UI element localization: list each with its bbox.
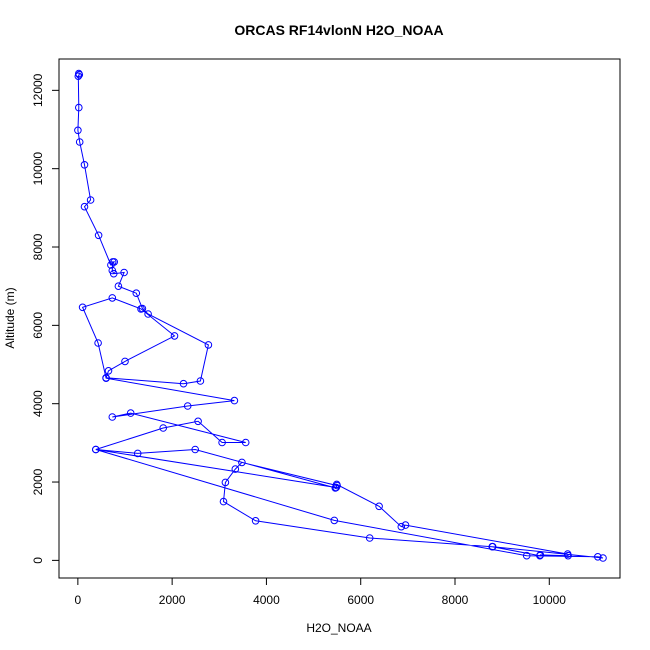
y-tick-label: 6000 — [31, 312, 45, 339]
data-point — [331, 484, 340, 492]
y-tick-label: 8000 — [31, 233, 45, 260]
data-point — [564, 551, 572, 560]
data-point — [137, 305, 145, 313]
data-point — [238, 458, 246, 467]
x-tick-label: 4000 — [253, 593, 280, 607]
y-tick-label: 2000 — [31, 468, 45, 495]
data-point — [179, 379, 188, 388]
data-point — [375, 502, 383, 511]
data-point — [333, 481, 341, 490]
x-tick-label: 10000 — [533, 593, 567, 607]
data-point — [108, 413, 117, 421]
series-line — [77, 73, 604, 559]
data-point — [109, 269, 118, 278]
data-point — [219, 497, 228, 506]
data-point — [159, 424, 167, 432]
data-point — [183, 402, 192, 410]
data-point — [120, 268, 128, 277]
x-tick-label: 0 — [75, 593, 82, 607]
data-point — [104, 367, 113, 375]
data-point — [94, 231, 103, 240]
data-point — [74, 72, 83, 80]
data-point — [108, 294, 117, 302]
data-point — [194, 417, 202, 426]
data-point — [599, 554, 607, 562]
data-point — [144, 310, 152, 318]
data-point — [397, 522, 406, 531]
data-point — [114, 282, 123, 291]
data-point — [80, 202, 89, 211]
data-point — [121, 357, 129, 366]
y-axis-label: Altitude (m) — [3, 287, 17, 348]
x-axis-label: H2O_NOAA — [306, 621, 371, 635]
data-point — [80, 161, 89, 169]
data-point — [488, 542, 497, 551]
data-point — [365, 534, 374, 542]
data-point — [133, 449, 142, 458]
data-point — [170, 332, 179, 340]
data-point — [74, 126, 82, 135]
x-tick-label: 6000 — [347, 593, 374, 607]
data-point — [204, 341, 213, 349]
y-tick-label: 12000 — [31, 73, 45, 107]
data-point — [594, 553, 602, 561]
y-axis: 0 2000 4000 6000 8000 10000 12000 — [31, 73, 60, 564]
x-tick-label: 8000 — [442, 593, 469, 607]
data-point — [241, 438, 250, 447]
data-point — [330, 516, 339, 525]
data-point — [92, 445, 100, 454]
series-layer — [74, 69, 607, 562]
data-point — [218, 438, 226, 447]
y-tick-label: 4000 — [31, 390, 45, 417]
data-point — [75, 103, 83, 112]
data-point — [94, 339, 102, 347]
x-tick-label: 2000 — [159, 593, 186, 607]
y-tick-label: 10000 — [31, 152, 45, 186]
data-point — [108, 258, 117, 266]
x-axis: 0 2000 4000 6000 8000 10000 — [75, 577, 567, 607]
data-point — [230, 396, 239, 405]
data-point — [191, 445, 199, 454]
data-point — [132, 289, 141, 298]
plot-frame — [58, 58, 621, 579]
data-point — [522, 551, 531, 560]
data-point — [251, 517, 260, 525]
data-point — [221, 478, 230, 487]
data-point — [102, 374, 110, 383]
data-point — [231, 465, 240, 473]
data-point — [126, 409, 135, 417]
data-point — [196, 377, 205, 385]
data-point — [86, 196, 95, 204]
chart-title: ORCAS RF14vlonN H2O_NOAA — [234, 22, 443, 38]
y-tick-label: 0 — [31, 557, 45, 564]
data-point — [78, 303, 87, 312]
data-point — [75, 70, 84, 79]
data-point — [75, 138, 84, 146]
data-point — [536, 551, 544, 560]
data-point — [401, 521, 410, 529]
